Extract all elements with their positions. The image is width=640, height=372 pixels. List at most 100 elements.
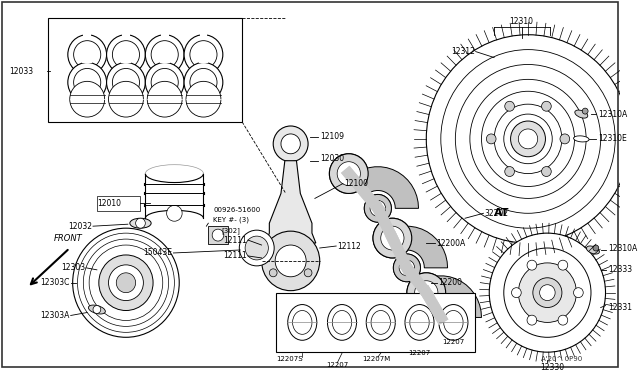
Circle shape bbox=[304, 269, 312, 277]
Circle shape bbox=[541, 167, 551, 176]
Circle shape bbox=[511, 121, 545, 157]
Ellipse shape bbox=[586, 246, 600, 254]
Circle shape bbox=[558, 315, 568, 325]
Circle shape bbox=[573, 288, 583, 298]
Circle shape bbox=[107, 62, 145, 102]
Circle shape bbox=[399, 260, 415, 276]
Text: 12303: 12303 bbox=[61, 263, 85, 272]
Circle shape bbox=[505, 101, 515, 111]
Circle shape bbox=[190, 68, 217, 96]
Circle shape bbox=[470, 79, 586, 198]
Text: 12032: 12032 bbox=[68, 222, 92, 231]
Text: 12111: 12111 bbox=[223, 251, 247, 260]
Text: 12207S: 12207S bbox=[276, 356, 303, 362]
Circle shape bbox=[275, 245, 306, 277]
Circle shape bbox=[370, 201, 385, 216]
Circle shape bbox=[558, 260, 568, 270]
Circle shape bbox=[145, 62, 184, 102]
Text: 12111: 12111 bbox=[223, 235, 247, 244]
Circle shape bbox=[212, 229, 224, 241]
Circle shape bbox=[428, 304, 454, 331]
Circle shape bbox=[381, 226, 404, 250]
Circle shape bbox=[330, 154, 368, 193]
Text: AT: AT bbox=[494, 208, 509, 218]
Text: 12330: 12330 bbox=[540, 363, 564, 372]
Circle shape bbox=[151, 68, 179, 96]
Ellipse shape bbox=[573, 136, 589, 142]
Circle shape bbox=[109, 265, 143, 301]
Circle shape bbox=[441, 49, 615, 228]
Circle shape bbox=[511, 288, 521, 298]
Circle shape bbox=[184, 62, 223, 102]
Circle shape bbox=[151, 41, 179, 68]
Circle shape bbox=[113, 68, 140, 96]
Circle shape bbox=[136, 218, 145, 228]
Circle shape bbox=[518, 129, 538, 149]
Circle shape bbox=[70, 81, 104, 117]
Circle shape bbox=[364, 195, 392, 222]
Circle shape bbox=[394, 254, 420, 282]
Text: 12010: 12010 bbox=[97, 199, 121, 208]
Text: 12207M: 12207M bbox=[362, 356, 390, 362]
Circle shape bbox=[370, 201, 385, 216]
Text: 12310: 12310 bbox=[509, 17, 533, 26]
Text: 12303C: 12303C bbox=[40, 278, 70, 287]
Circle shape bbox=[262, 231, 320, 291]
Circle shape bbox=[504, 248, 591, 337]
Circle shape bbox=[560, 134, 570, 144]
Circle shape bbox=[433, 310, 449, 326]
Circle shape bbox=[426, 35, 630, 243]
Circle shape bbox=[245, 236, 268, 260]
Ellipse shape bbox=[130, 218, 151, 228]
Text: A'20^ 0P90: A'20^ 0P90 bbox=[541, 356, 582, 362]
Circle shape bbox=[147, 81, 182, 117]
Bar bbox=[97, 196, 141, 211]
Circle shape bbox=[109, 81, 143, 117]
Circle shape bbox=[337, 162, 360, 186]
Circle shape bbox=[113, 41, 140, 68]
Circle shape bbox=[527, 260, 537, 270]
Circle shape bbox=[68, 62, 107, 102]
Circle shape bbox=[455, 64, 601, 213]
Circle shape bbox=[489, 233, 605, 352]
Circle shape bbox=[74, 41, 100, 68]
Text: 12200A: 12200A bbox=[436, 238, 465, 247]
Text: 12310E: 12310E bbox=[598, 134, 627, 143]
Circle shape bbox=[433, 310, 449, 326]
Bar bbox=[49, 18, 242, 122]
Circle shape bbox=[116, 273, 136, 293]
Circle shape bbox=[73, 228, 179, 337]
Ellipse shape bbox=[575, 110, 588, 118]
Circle shape bbox=[407, 273, 445, 312]
Circle shape bbox=[190, 41, 217, 68]
Polygon shape bbox=[387, 226, 447, 268]
Circle shape bbox=[481, 91, 575, 186]
Text: 12109: 12109 bbox=[320, 132, 344, 141]
Circle shape bbox=[407, 273, 445, 312]
Circle shape bbox=[373, 218, 412, 258]
Text: 12207: 12207 bbox=[442, 339, 465, 345]
Circle shape bbox=[186, 81, 221, 117]
Circle shape bbox=[399, 260, 415, 276]
Circle shape bbox=[541, 101, 551, 111]
Text: 12333: 12333 bbox=[609, 265, 632, 274]
Circle shape bbox=[394, 254, 420, 282]
Circle shape bbox=[74, 68, 100, 96]
Text: 12200: 12200 bbox=[438, 278, 462, 287]
Text: 12030: 12030 bbox=[320, 154, 344, 163]
Circle shape bbox=[337, 162, 360, 186]
Circle shape bbox=[269, 269, 277, 277]
Circle shape bbox=[381, 226, 404, 250]
Circle shape bbox=[273, 126, 308, 162]
Circle shape bbox=[494, 104, 562, 174]
Circle shape bbox=[504, 114, 552, 164]
Text: 12112: 12112 bbox=[337, 241, 361, 250]
Polygon shape bbox=[420, 276, 481, 317]
Circle shape bbox=[582, 108, 588, 114]
Circle shape bbox=[518, 263, 577, 323]
Text: KEY #- (3): KEY #- (3) bbox=[213, 217, 249, 224]
Circle shape bbox=[428, 304, 454, 331]
Circle shape bbox=[486, 134, 496, 144]
Circle shape bbox=[593, 245, 599, 251]
Text: 12310A: 12310A bbox=[598, 110, 627, 119]
